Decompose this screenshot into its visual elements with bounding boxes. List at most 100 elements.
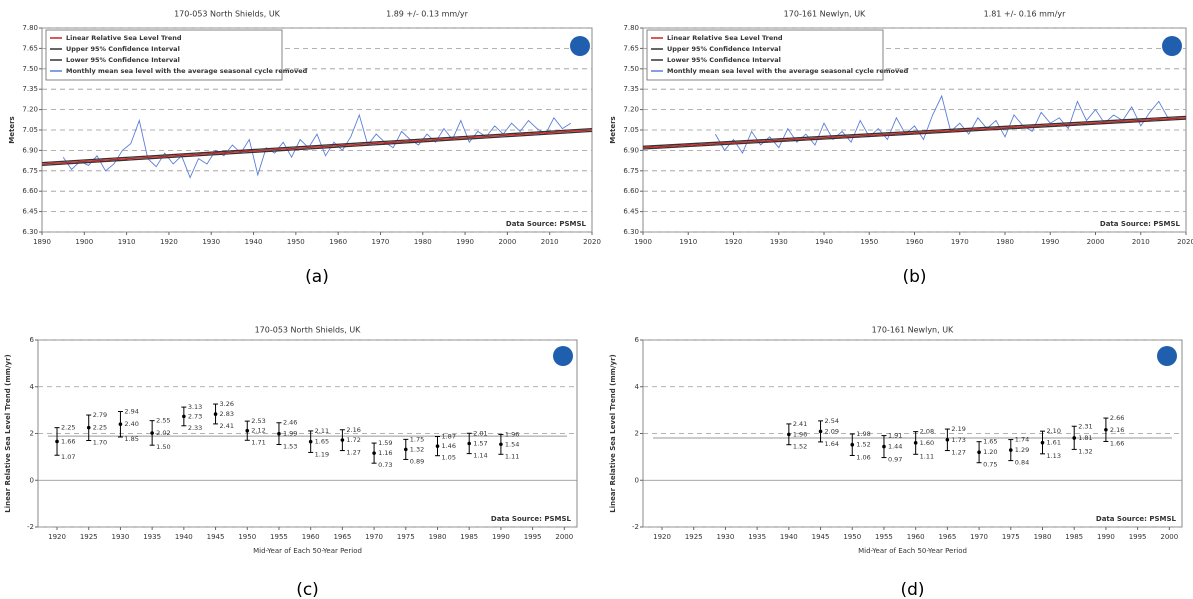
x-tick-label: 1955 [270, 533, 288, 541]
point [882, 444, 886, 449]
legend-label: Lower 95% Confidence Interval [667, 56, 781, 64]
x-tick-label: 1970 [951, 238, 969, 246]
legend: Linear Relative Sea Level Trend Upper 95%… [646, 29, 909, 81]
y-tick-label: 6.90 [623, 146, 639, 154]
value-label: 2.11 [315, 427, 329, 435]
x-tick-label: 2000 [498, 238, 516, 246]
y-tick-label: 6.75 [623, 167, 639, 175]
value-label: 0.73 [378, 461, 392, 469]
value-label: 1.75 [410, 435, 424, 443]
x-tick-label: 1980 [429, 533, 447, 541]
value-label: 2.55 [156, 417, 170, 425]
logo [1157, 346, 1177, 366]
x-tick-label: 1970 [372, 238, 390, 246]
caption: (a) [305, 267, 329, 287]
y-tick-label: 6.90 [22, 146, 38, 154]
x-tick-label: 2000 [555, 533, 573, 541]
x-tick-label: 1995 [524, 533, 542, 541]
y-tick-label: 6.60 [623, 187, 639, 195]
x-tick-label: 1950 [238, 533, 256, 541]
value-label: 1.52 [856, 441, 870, 449]
legend-label: Monthly mean sea level with the average … [66, 67, 308, 75]
x-tick-label: 1990 [456, 238, 474, 246]
point [86, 425, 91, 430]
point [818, 429, 823, 434]
plot-area [37, 339, 578, 528]
point [1104, 427, 1108, 432]
x-tick-label: 1910 [679, 238, 697, 246]
value-label: 2.66 [1110, 414, 1124, 422]
caption: (d) [900, 580, 924, 599]
y-tick-label: 7.65 [22, 44, 38, 52]
value-label: 1.06 [856, 453, 870, 461]
plot-area [642, 339, 1183, 528]
value-label: 1.61 [1046, 439, 1060, 447]
point [308, 439, 313, 444]
annotation: Data Source: PSMSL [1100, 220, 1181, 228]
legend-box [45, 29, 283, 81]
value-label: 1.81 [1078, 434, 1092, 442]
x-tick-label: 2000 [1160, 533, 1178, 541]
y-tick-label: 7.20 [22, 106, 38, 114]
y-tick-label: 7.05 [22, 126, 38, 134]
y-tick-label: 7.50 [623, 65, 639, 73]
x-tick-label: 1925 [685, 533, 703, 541]
value-label: 2.25 [61, 424, 75, 432]
x-tick-label: 1940 [815, 238, 833, 246]
point [977, 450, 981, 455]
value-label: 2.46 [283, 419, 297, 427]
x-tick-label: 1930 [202, 238, 220, 246]
x-tick-label: 1960 [907, 533, 925, 541]
value-label: 1.05 [441, 454, 455, 462]
point [850, 442, 855, 447]
chart-subtitle: 1.89 +/- 0.13 mm/yr [386, 10, 469, 19]
x-tick-label: 2020 [1177, 238, 1193, 246]
point [403, 447, 408, 452]
value-label: 3.13 [188, 403, 202, 411]
x-tick-label: 1960 [329, 238, 347, 246]
value-label: 1.66 [1110, 439, 1124, 447]
x-tick-label: 1920 [725, 238, 743, 246]
value-label: 2.09 [825, 427, 839, 435]
value-label: 1.59 [378, 439, 392, 447]
point [150, 431, 154, 435]
y-tick-label: 6.30 [22, 228, 38, 236]
x-tick-label: 1960 [302, 533, 320, 541]
point [1040, 440, 1045, 445]
point [945, 438, 950, 442]
value-label: 2.73 [188, 412, 202, 420]
value-label: 2.83 [220, 410, 234, 418]
y-axis-label: Meters [8, 116, 16, 143]
value-label: 1.11 [505, 452, 519, 460]
y-tick-label: 7.80 [22, 24, 38, 32]
value-label: 1.65 [315, 438, 329, 446]
y-tick-label: 2 [30, 430, 34, 438]
value-label: 1.29 [1015, 446, 1029, 454]
value-label: 1.50 [156, 443, 170, 451]
x-tick-label: 2010 [1132, 238, 1150, 246]
noaa-logo [553, 36, 1182, 366]
caption: (c) [296, 580, 319, 599]
x-tick-label: 1930 [112, 533, 130, 541]
x-tick-label: 2000 [1087, 238, 1105, 246]
x-tick-label: 1920 [160, 238, 178, 246]
y-axis-label: Meters [609, 116, 617, 143]
y-tick-label: 2 [635, 430, 639, 438]
value-label: 1.73 [951, 436, 965, 444]
value-label: 1.96 [793, 430, 807, 438]
value-label: 2.31 [1078, 422, 1092, 430]
logo [553, 346, 573, 366]
value-label: 1.57 [473, 440, 487, 448]
value-label: 2.12 [251, 427, 265, 435]
value-label: 1.54 [505, 440, 519, 448]
value-label: 1.16 [378, 449, 392, 457]
y-axis-label: Linear Relative Sea Level Trend (mm/yr) [609, 354, 617, 512]
value-label: 1.96 [505, 430, 519, 438]
value-label: 2.41 [220, 422, 234, 430]
value-label: 1.98 [856, 430, 870, 438]
value-label: 2.79 [93, 411, 107, 419]
point [1072, 436, 1076, 440]
point [499, 442, 503, 447]
x-tick-label: 1980 [1034, 533, 1052, 541]
